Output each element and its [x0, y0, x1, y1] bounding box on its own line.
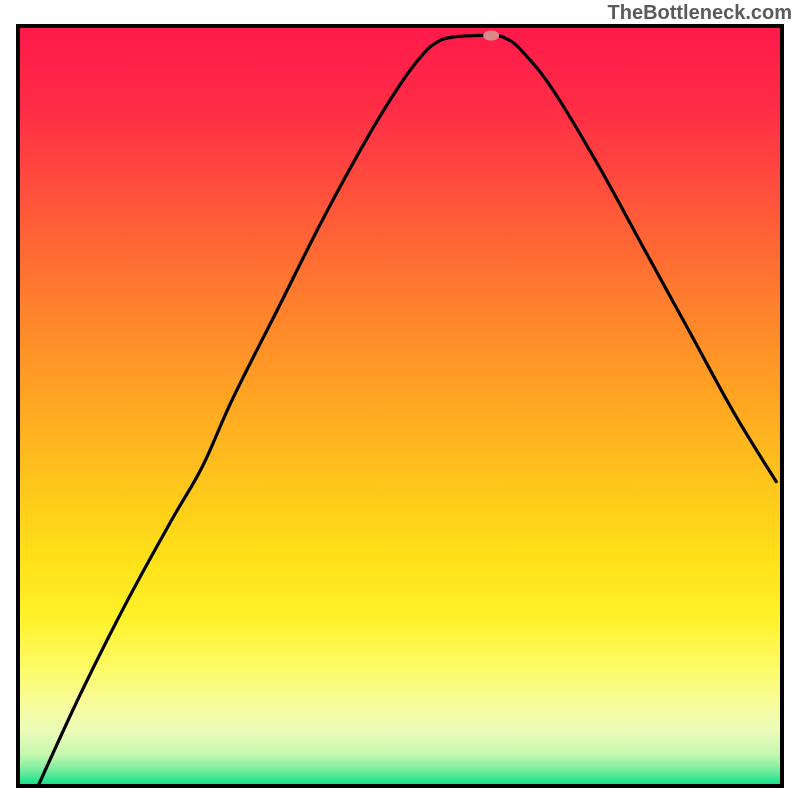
bottleneck-chart [0, 0, 800, 800]
watermark-text: TheBottleneck.com [608, 2, 792, 25]
chart-container: TheBottleneck.com [0, 0, 800, 800]
